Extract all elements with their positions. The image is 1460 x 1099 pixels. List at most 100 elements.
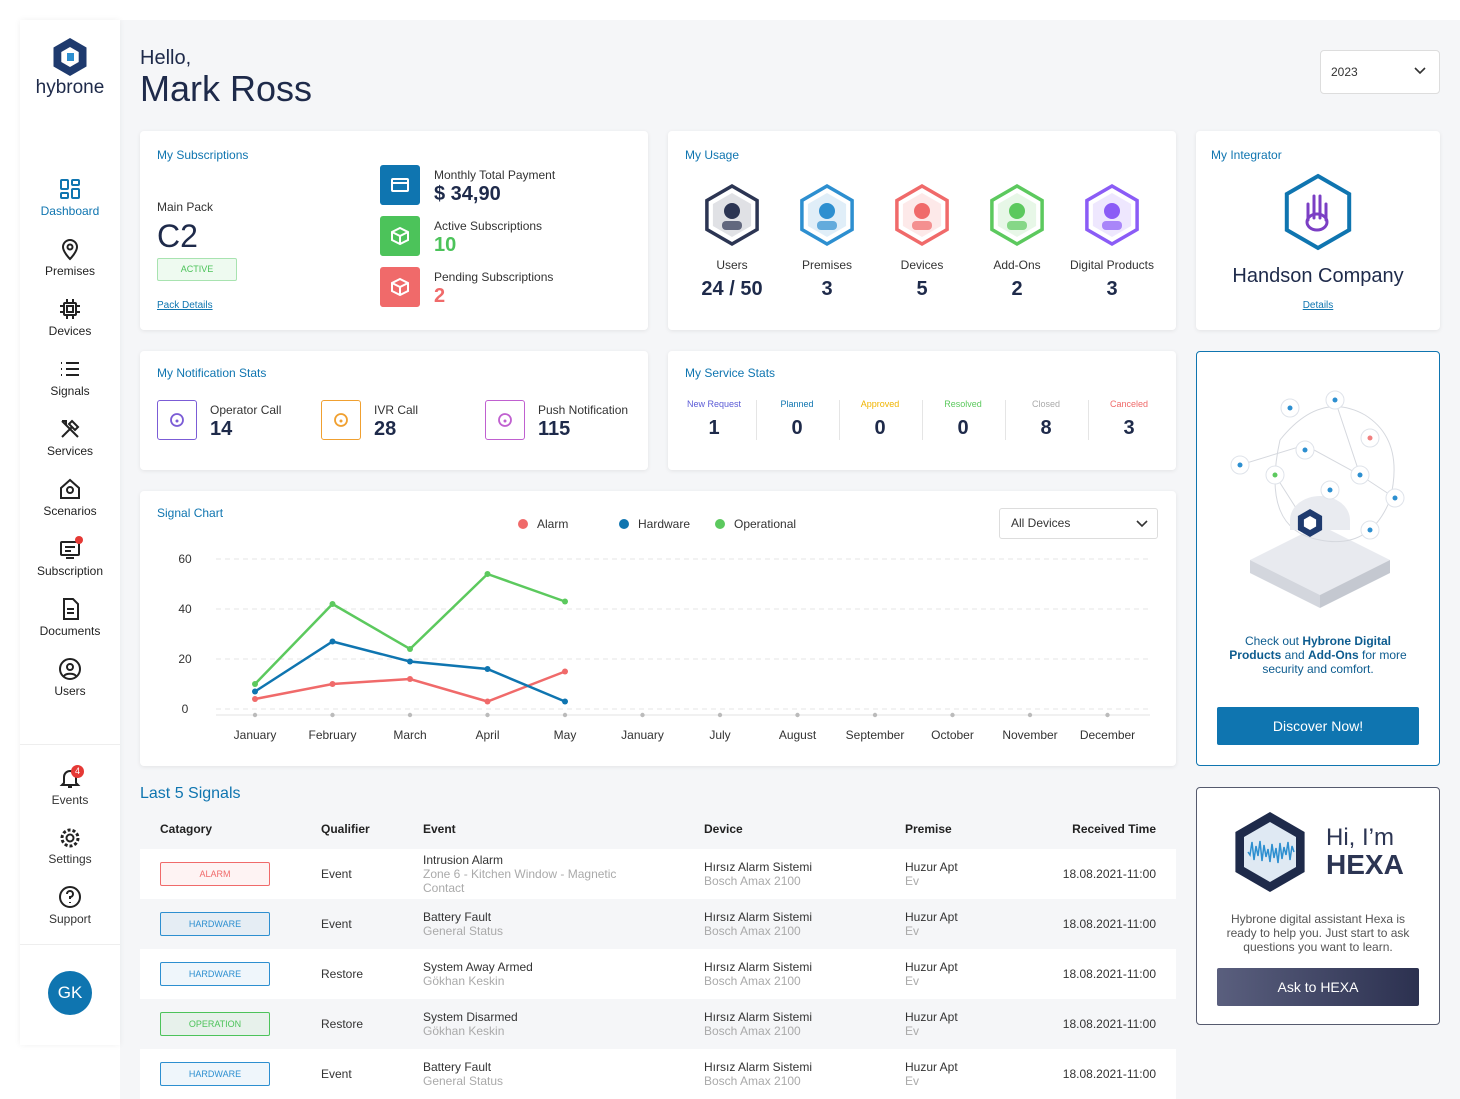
usage-icon bbox=[1085, 183, 1139, 247]
point bbox=[484, 571, 491, 577]
point bbox=[484, 666, 491, 672]
avatar[interactable] bbox=[48, 971, 92, 1015]
icon-part bbox=[63, 598, 79, 620]
icon-part bbox=[60, 828, 80, 847]
legend-swatch bbox=[715, 519, 725, 529]
nav-icon bbox=[59, 658, 81, 680]
ask-button[interactable] bbox=[1217, 968, 1419, 1006]
icon-part bbox=[59, 658, 81, 680]
event: Battery Fault bbox=[423, 909, 492, 924]
service-value: 0 bbox=[957, 417, 969, 439]
usage-value: 2 bbox=[1011, 278, 1023, 300]
badge-count: 4 bbox=[74, 766, 80, 777]
icon-part bbox=[170, 413, 184, 427]
service-value: 0 bbox=[791, 417, 803, 439]
notif-value: 115 bbox=[538, 418, 571, 440]
x-tick bbox=[950, 712, 955, 718]
usage-value: 3 bbox=[1106, 278, 1118, 300]
series-line bbox=[254, 572, 566, 685]
icon-part bbox=[1332, 397, 1338, 403]
icon-part bbox=[63, 672, 77, 677]
stat-label: Pending Subscriptions bbox=[434, 269, 554, 284]
nav-item[interactable]: Subscription bbox=[36, 563, 104, 578]
x-tick-label: August bbox=[779, 728, 817, 742]
icon-part bbox=[60, 192, 69, 199]
device-filter[interactable] bbox=[999, 508, 1158, 539]
nav-item[interactable]: Settings bbox=[48, 852, 92, 867]
link[interactable]: Pack Details bbox=[157, 300, 213, 311]
discover-button[interactable] bbox=[1217, 707, 1419, 745]
icon-part bbox=[1272, 472, 1278, 478]
icon-part bbox=[1357, 472, 1363, 478]
point bbox=[252, 681, 258, 687]
integrator-name: Handson Company bbox=[1232, 265, 1404, 287]
legend-label: Hardware bbox=[638, 517, 690, 531]
icon-part bbox=[71, 179, 80, 186]
service-label: Resolved bbox=[944, 398, 982, 409]
icon-part bbox=[722, 221, 742, 230]
icon-part bbox=[63, 598, 79, 620]
event-detail: Gökhan Keskin bbox=[423, 973, 505, 988]
icon-part bbox=[67, 53, 74, 61]
point bbox=[484, 698, 491, 705]
table-row bbox=[140, 849, 1176, 899]
card-title: My Subscriptions bbox=[157, 147, 249, 162]
device-model: Bosch Amax 2100 bbox=[704, 873, 801, 888]
nav-item[interactable]: Users bbox=[54, 683, 86, 698]
service-value: 1 bbox=[708, 417, 720, 439]
event-detail: Zone 6 - Kitchen Window - Magnetic Conta… bbox=[423, 866, 617, 896]
device: Hırsız Alarm Sistemi bbox=[704, 859, 813, 874]
nav-icon bbox=[61, 239, 79, 261]
point bbox=[329, 681, 336, 687]
icon-part bbox=[391, 231, 409, 244]
category-tag bbox=[160, 1062, 270, 1086]
nav-item[interactable]: Events bbox=[51, 792, 89, 807]
x-tick bbox=[407, 712, 413, 718]
nav-item[interactable]: Scenarios bbox=[43, 503, 97, 518]
hexa-text: Hybrone digital assistant Hexa is ready … bbox=[1226, 911, 1410, 954]
icon-part bbox=[1327, 487, 1333, 493]
legend-label: Alarm bbox=[537, 517, 568, 531]
nav-item[interactable]: Dashboard bbox=[40, 203, 100, 218]
device-model: Bosch Amax 2100 bbox=[704, 923, 801, 938]
stat-value: 2 bbox=[434, 285, 446, 307]
nav-item[interactable]: Services bbox=[46, 443, 93, 458]
badge bbox=[71, 765, 84, 778]
divider bbox=[755, 400, 757, 440]
x-tick-label: January bbox=[621, 728, 664, 742]
category: ALARM bbox=[199, 868, 231, 879]
icon-part bbox=[1414, 67, 1426, 75]
icon-part bbox=[1284, 173, 1352, 251]
category: HARDWARE bbox=[188, 968, 242, 979]
sidebar bbox=[20, 20, 120, 1045]
divider bbox=[838, 400, 840, 440]
chevron bbox=[1136, 520, 1148, 528]
icon-part bbox=[61, 419, 80, 438]
point bbox=[562, 668, 568, 675]
column-header: Catagory bbox=[160, 821, 213, 836]
icon-part bbox=[60, 179, 80, 199]
category-tag bbox=[160, 862, 270, 886]
chart-title: Signal Chart bbox=[157, 505, 224, 520]
link[interactable]: Details bbox=[1302, 300, 1334, 311]
event-detail: General Status bbox=[423, 1073, 504, 1088]
icon-part bbox=[1367, 527, 1373, 533]
premise-detail: Ev bbox=[905, 973, 920, 988]
notif-label: Operator Call bbox=[210, 402, 282, 417]
icon-part bbox=[61, 239, 79, 261]
premise: Huzur Apt bbox=[905, 1009, 958, 1024]
nav-item[interactable]: Signals bbox=[50, 383, 90, 398]
nav-item[interactable]: Devices bbox=[48, 323, 92, 338]
received-time: 18.08.2021-11:00 bbox=[1062, 1016, 1156, 1031]
nav-item[interactable]: Documents bbox=[39, 623, 101, 638]
nav-item[interactable]: Premises bbox=[44, 263, 95, 278]
service-label: Approved bbox=[860, 398, 900, 409]
icon-part bbox=[66, 890, 74, 903]
line-chart: 0 20 40 60 January February March April May Janua… bbox=[178, 517, 1150, 742]
notif-value: 14 bbox=[210, 418, 233, 440]
card-title: My Service Stats bbox=[685, 365, 776, 380]
icon-part bbox=[724, 203, 740, 219]
hexa-name: HEXA bbox=[1326, 849, 1404, 881]
nav-item[interactable]: Support bbox=[48, 911, 92, 926]
event: Intrusion Alarm bbox=[423, 852, 504, 867]
